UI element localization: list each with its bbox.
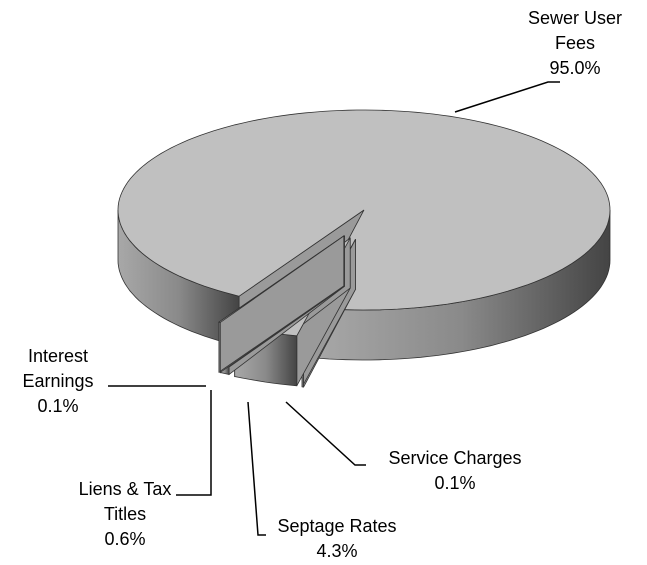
pie-slice [117, 109, 611, 311]
label-name: Sewer User Fees [527, 8, 623, 53]
label-name: Septage Rates [277, 516, 397, 536]
pie-slice [217, 235, 345, 323]
slice-side [218, 321, 221, 373]
slice-label: Sewer User Fees 95.0% [520, 6, 630, 81]
label-value: 0.6% [104, 529, 146, 549]
label-value: 0.1% [37, 396, 79, 416]
label-value: 0.1% [434, 473, 476, 493]
leader-line [454, 81, 560, 113]
label-value: 95.0% [549, 58, 601, 78]
leader-line [247, 401, 266, 536]
label-value: 4.3% [316, 541, 358, 561]
leader-line [285, 401, 366, 466]
slice-label: Service Charges 0.1% [365, 446, 545, 496]
slice-label: Interest Earnings 0.1% [8, 344, 108, 419]
slice-label: Septage Rates 4.3% [262, 514, 412, 564]
leader-line [176, 390, 212, 496]
label-name: Interest Earnings [22, 346, 94, 391]
label-name: Service Charges [388, 448, 522, 468]
label-name: Liens & Tax Titles [78, 479, 172, 524]
slice-label: Liens & Tax Titles 0.6% [70, 477, 180, 552]
